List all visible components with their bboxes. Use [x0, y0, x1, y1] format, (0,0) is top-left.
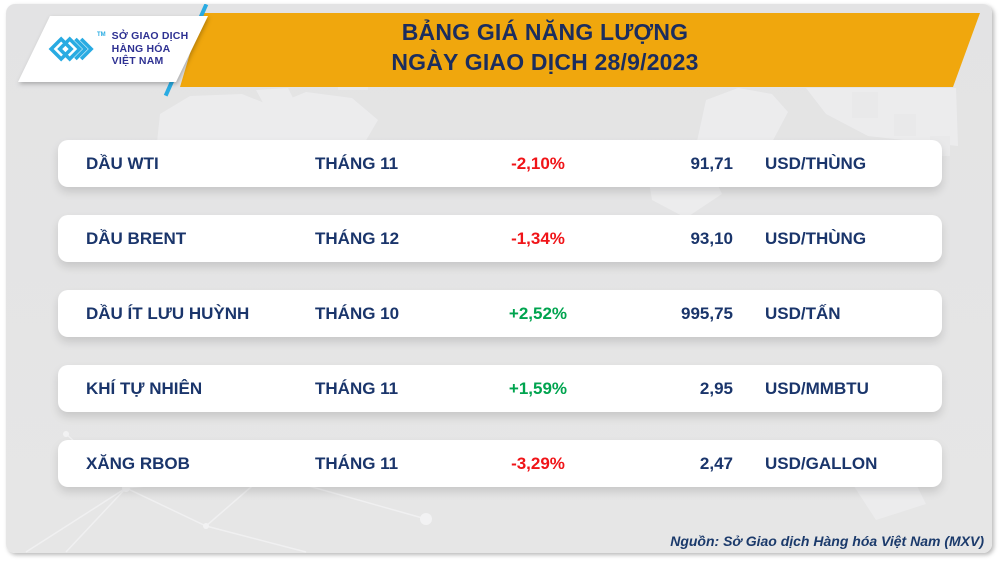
mxv-logo-plate: TM SỞ GIAO DỊCH HÀNG HÓA VIỆT NAM [18, 16, 208, 82]
price-value: 2,95 [699, 378, 733, 398]
logo-text-line1: SỞ GIAO DỊCH [111, 30, 189, 43]
price-row: KHÍ TỰ NHIÊN THÁNG 11 +1,59% 2,95 USD/MM… [58, 365, 942, 412]
contract-month: THÁNG 12 [315, 228, 400, 248]
price-value: 91,71 [690, 153, 733, 173]
contract-month: THÁNG 10 [315, 303, 400, 323]
percent-change: -2,10% [511, 153, 565, 173]
price-row: DẦU ÍT LƯU HUỲNH THÁNG 10 +2,52% 995,75 … [58, 290, 942, 337]
price-row: DẦU BRENT THÁNG 12 -1,34% 93,10 USD/THÙN… [58, 215, 942, 262]
logo-text-line2: HÀNG HÓA [111, 42, 171, 55]
header-banner [180, 13, 980, 87]
commodity-name: KHÍ TỰ NHIÊN [86, 378, 203, 398]
price-unit: USD/THÙNG [765, 228, 867, 248]
board-canvas: TM SỞ GIAO DỊCH HÀNG HÓA VIỆT NAM BẢNG G… [6, 4, 992, 553]
contract-month: THÁNG 11 [315, 153, 399, 173]
source-note: Nguồn: Sở Giao dịch Hàng hóa Việt Nam (M… [670, 533, 984, 549]
board-title-line1: BẢNG GIÁ NĂNG LƯỢNG [401, 19, 689, 45]
board-title-line2: NGÀY GIAO DỊCH 28/9/2023 [391, 49, 699, 75]
price-value: 2,47 [699, 453, 733, 473]
price-unit: USD/MMBTU [765, 378, 869, 398]
commodity-name: DẦU ÍT LƯU HUỲNH [86, 303, 250, 323]
contract-month: THÁNG 11 [315, 453, 399, 473]
price-unit: USD/THÙNG [765, 153, 867, 173]
price-row: XĂNG RBOB THÁNG 11 -3,29% 2,47 USD/GALLO… [58, 440, 942, 487]
price-value: 93,10 [690, 228, 733, 248]
price-table: DẦU WTI THÁNG 11 -2,10% 91,71 USD/THÙNG … [58, 140, 942, 515]
mxv-logo-icon [48, 36, 94, 62]
percent-change: -3,29% [511, 453, 565, 473]
logo-text-line3: VIỆT NAM [111, 55, 164, 68]
mxv-logo-text: SỞ GIAO DỊCH HÀNG HÓA VIỆT NAM [112, 30, 189, 68]
commodity-name: XĂNG RBOB [86, 453, 190, 473]
percent-change: -1,34% [511, 228, 565, 248]
trademark-symbol: TM [97, 32, 106, 38]
price-row: DẦU WTI THÁNG 11 -2,10% 91,71 USD/THÙNG [58, 140, 942, 187]
price-unit: USD/TẤN [765, 303, 841, 323]
percent-change: +1,59% [508, 378, 568, 398]
mxv-logo: TM SỞ GIAO DỊCH HÀNG HÓA VIỆT NAM [18, 16, 208, 82]
contract-month: THÁNG 11 [315, 378, 399, 398]
board-title: BẢNG GIÁ NĂNG LƯỢNG NGÀY GIAO DỊCH 28/9/… [295, 17, 795, 77]
price-unit: USD/GALLON [765, 453, 878, 473]
commodity-name: DẦU BRENT [86, 228, 187, 248]
commodity-name: DẦU WTI [86, 153, 159, 173]
percent-change: +2,52% [508, 303, 568, 323]
price-value: 995,75 [681, 303, 733, 323]
